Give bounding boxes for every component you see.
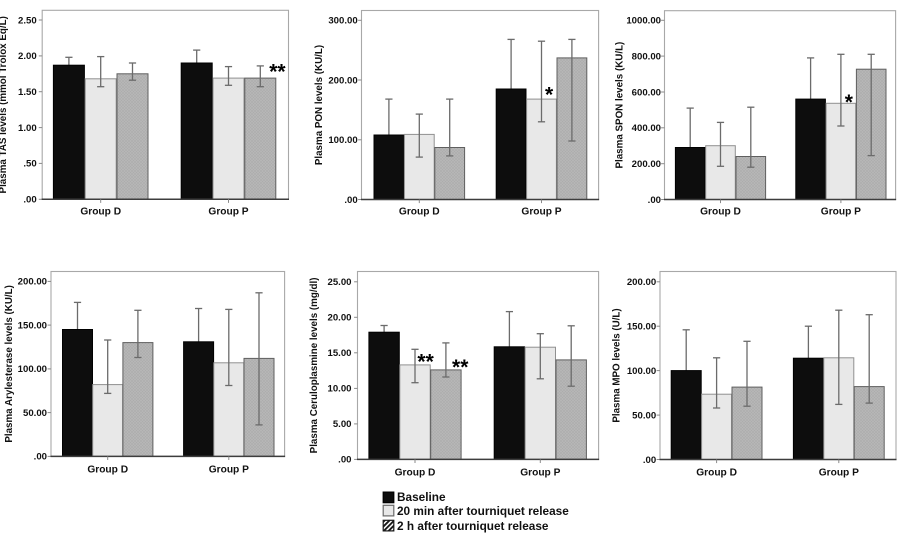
- svg-text:2.00: 2.00: [18, 51, 37, 62]
- svg-text:5.00: 5.00: [333, 419, 352, 430]
- svg-text:Plasma Ceruloplasmine levels (: Plasma Ceruloplasmine levels (mg/dl): [309, 277, 320, 453]
- svg-text:150.00: 150.00: [627, 322, 656, 333]
- svg-text:200.00: 200.00: [627, 277, 656, 288]
- svg-text:100.00: 100.00: [627, 366, 656, 377]
- svg-text:1000.00: 1000.00: [626, 16, 661, 27]
- svg-text:15.00: 15.00: [327, 348, 351, 359]
- svg-text:Plasma MPO levels (U/L): Plasma MPO levels (U/L): [612, 308, 623, 422]
- svg-text:Group D: Group D: [395, 467, 436, 478]
- svg-text:Group D: Group D: [80, 206, 121, 217]
- svg-text:**: **: [452, 356, 469, 379]
- svg-text:600.00: 600.00: [632, 87, 661, 98]
- svg-text:1.00: 1.00: [18, 123, 37, 134]
- svg-text:Plasma TAS levels (mmol Trolox: Plasma TAS levels (mmol Trolox Eq/L): [0, 16, 9, 193]
- svg-text:.00: .00: [23, 195, 36, 206]
- svg-text:.50: .50: [23, 159, 36, 170]
- svg-text:*: *: [545, 83, 554, 106]
- svg-text:.00: .00: [338, 455, 351, 466]
- svg-text:300.00: 300.00: [328, 16, 357, 27]
- svg-text:*: *: [845, 91, 854, 114]
- svg-text:.00: .00: [34, 452, 47, 463]
- svg-text:**: **: [417, 351, 434, 374]
- svg-text:1.50: 1.50: [18, 87, 37, 98]
- svg-text:100.00: 100.00: [18, 364, 47, 375]
- svg-text:2.50: 2.50: [18, 15, 37, 26]
- svg-text:Plasma Arylesterase levels (KU: Plasma Arylesterase levels (KU/L): [4, 285, 15, 443]
- svg-text:.00: .00: [643, 455, 656, 466]
- svg-text:20.00: 20.00: [327, 313, 351, 324]
- svg-text:200.00: 200.00: [632, 159, 661, 170]
- svg-text:Baseline: Baseline: [397, 490, 446, 504]
- svg-text:Group P: Group P: [521, 207, 561, 218]
- svg-text:Plasma SPON levels (KU/L): Plasma SPON levels (KU/L): [615, 42, 626, 169]
- svg-text:25.00: 25.00: [327, 277, 351, 288]
- svg-text:Group D: Group D: [87, 464, 128, 475]
- svg-text:Group P: Group P: [520, 467, 560, 478]
- svg-text:50.00: 50.00: [23, 408, 47, 419]
- svg-text:10.00: 10.00: [327, 384, 351, 395]
- svg-text:2 h after tourniquet release: 2 h after tourniquet release: [397, 519, 549, 533]
- svg-text:Group P: Group P: [821, 207, 861, 218]
- svg-text:Group P: Group P: [819, 468, 859, 479]
- svg-text:Group D: Group D: [700, 207, 741, 218]
- svg-text:Plasma PON levels (KU/L): Plasma PON levels (KU/L): [314, 45, 325, 165]
- svg-text:Group P: Group P: [209, 464, 249, 475]
- svg-text:**: **: [269, 60, 286, 83]
- svg-text:Group D: Group D: [696, 468, 737, 479]
- svg-text:150.00: 150.00: [18, 320, 47, 331]
- svg-text:20 min after tourniquet releas: 20 min after tourniquet release: [397, 504, 569, 518]
- svg-text:.00: .00: [344, 195, 357, 206]
- svg-text:200.00: 200.00: [328, 75, 357, 86]
- svg-text:50.00: 50.00: [632, 410, 656, 421]
- svg-text:Group P: Group P: [208, 206, 248, 217]
- svg-text:200.00: 200.00: [18, 277, 47, 288]
- svg-text:.00: .00: [648, 195, 661, 206]
- svg-text:100.00: 100.00: [328, 135, 357, 146]
- svg-text:Group D: Group D: [399, 207, 440, 218]
- svg-text:400.00: 400.00: [632, 123, 661, 134]
- svg-text:800.00: 800.00: [632, 51, 661, 62]
